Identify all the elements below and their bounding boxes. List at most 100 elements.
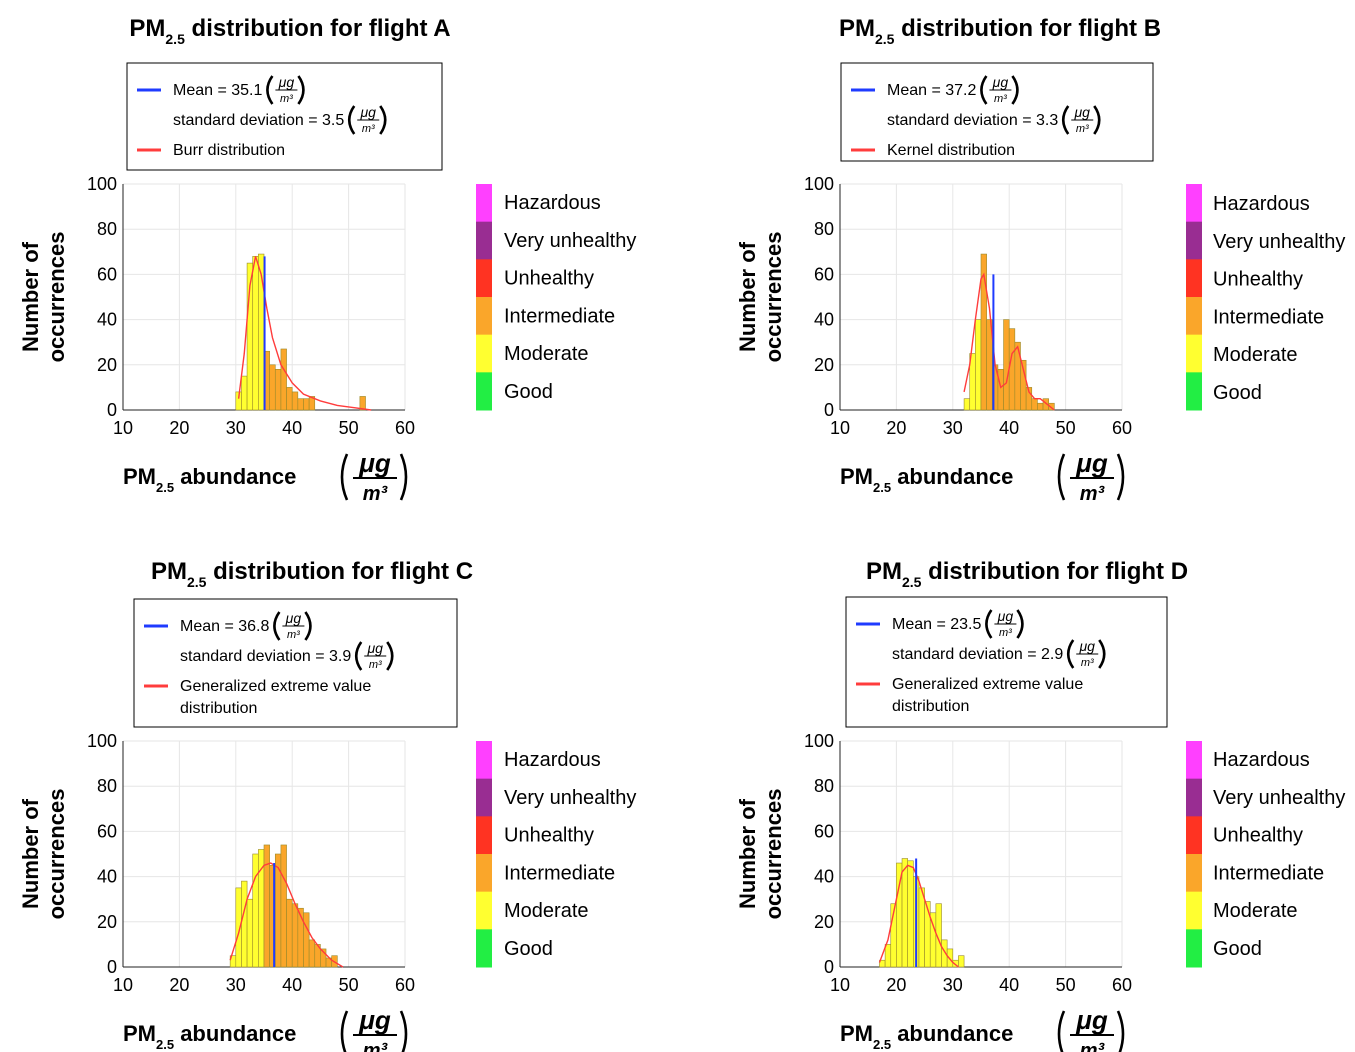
legend-sd-text: standard deviation = 3.5	[173, 112, 344, 129]
x-tick-label: 60	[1112, 418, 1132, 438]
x-tick-label: 50	[339, 975, 359, 995]
title-pm: PM	[866, 558, 902, 585]
y-tick-label: 60	[814, 264, 834, 284]
histogram-bar	[269, 364, 276, 411]
legend-fit-text: Generalized extreme value	[892, 676, 1083, 693]
title-rest: distribution for flight B	[894, 15, 1161, 42]
y-tick-label: 0	[107, 400, 117, 420]
xlabel-sub: 2.5	[156, 1037, 174, 1052]
histogram-bar	[946, 948, 954, 968]
title-pm: PM	[151, 558, 187, 585]
y-tick-label: 0	[824, 400, 834, 420]
y-axis-label-line: Number of	[735, 241, 760, 352]
chart-panel-0: PM2.5 distribution for flight A10 20 30 40 5…	[18, 15, 636, 505]
x-tick-label: 60	[1112, 975, 1132, 995]
aqi-color-segment	[476, 929, 492, 968]
histogram-bar	[935, 903, 942, 968]
aqi-label: Good	[1213, 938, 1262, 960]
aqi-label: Very unhealthy	[504, 787, 636, 809]
aqi-color-segment	[1186, 297, 1202, 336]
histogram-bar	[359, 396, 366, 411]
histogram-bar	[884, 944, 892, 968]
x-tick-label: 50	[1056, 418, 1076, 438]
xlabel-unit-num: μg	[1075, 1005, 1108, 1035]
x-tick-label: 40	[282, 975, 302, 995]
xlabel-unit-den: m³	[363, 1040, 389, 1052]
aqi-label: Moderate	[504, 900, 589, 922]
x-tick-label: 10	[113, 975, 133, 995]
xlabel-rest: abundance	[891, 1021, 1013, 1046]
histogram-bar	[1037, 402, 1044, 411]
aqi-label: Intermediate	[1213, 306, 1324, 328]
legend-mean-unit-paren-right	[297, 75, 305, 105]
histogram-bar	[252, 256, 259, 411]
aqi-label: Very unhealthy	[504, 230, 636, 252]
xlabel-pm: PM	[123, 1021, 156, 1046]
aqi-color-segment	[476, 741, 492, 780]
legend-sd-unit-den: m³	[1081, 657, 1094, 669]
y-tick-label: 100	[87, 731, 117, 751]
legend-sd-text: standard deviation = 3.9	[180, 648, 351, 665]
legend-sd-unit-num: μg	[1074, 104, 1091, 120]
aqi-label: Moderate	[504, 343, 589, 365]
legend-sd-unit-paren-right	[1098, 639, 1106, 669]
aqi-color-segment	[1186, 929, 1202, 968]
title-rest: distribution for flight C	[206, 558, 473, 585]
aqi-color-segment	[476, 854, 492, 893]
histogram-bar	[901, 858, 908, 968]
x-tick-label: 40	[999, 418, 1019, 438]
aqi-label: Unhealthy	[1213, 825, 1303, 847]
legend-mean-unit-den: m³	[999, 627, 1012, 639]
y-axis-label: Number ofoccurrences	[735, 232, 786, 363]
y-tick-label: 80	[97, 776, 117, 796]
xlabel-unit-den: m³	[363, 483, 389, 505]
x-axis-label: PM2.5 abundance	[840, 1021, 1013, 1052]
legend-sd-unit-paren-left	[347, 105, 356, 135]
x-tick-label: 10	[830, 975, 850, 995]
legend-mean-text: Mean = 23.5	[892, 616, 982, 633]
x-tick-label: 60	[395, 418, 415, 438]
aqi-color-segment	[1186, 184, 1202, 223]
aqi-color-segment	[476, 184, 492, 223]
aqi-label: Very unhealthy	[1213, 787, 1345, 809]
histogram-bar	[958, 955, 965, 968]
histogram-bar	[286, 898, 293, 968]
title-rest: distribution for flight D	[921, 558, 1188, 585]
aqi-label: Good	[1213, 382, 1262, 404]
legend-fit-text: distribution	[180, 700, 257, 717]
y-tick-label: 80	[97, 219, 117, 239]
y-tick-label: 100	[87, 174, 117, 194]
x-tick-label: 20	[169, 418, 189, 438]
histogram-bar	[246, 898, 254, 968]
title-sub: 2.5	[165, 31, 185, 47]
chart-panel-2: PM2.5 distribution for flight C10 20 30 40 5…	[18, 558, 636, 1052]
histogram-bar	[963, 398, 971, 411]
y-tick-label: 40	[814, 310, 834, 330]
title-pm: PM	[129, 15, 165, 42]
y-axis-label-line: occurrences	[761, 789, 786, 920]
y-axis-label-line: Number of	[18, 798, 43, 909]
aqi-color-segment	[476, 297, 492, 336]
y-tick-label: 40	[97, 867, 117, 887]
x-tick-label: 20	[886, 418, 906, 438]
chart-title: PM2.5 distribution for flight A	[129, 15, 450, 47]
histogram-bar	[274, 369, 282, 411]
fit-curve	[229, 862, 344, 968]
x-tick-label: 30	[943, 418, 963, 438]
y-tick-label: 60	[97, 821, 117, 841]
y-tick-label: 0	[107, 957, 117, 977]
legend-sd-unit-num: μg	[360, 104, 377, 120]
histogram-bar	[291, 391, 299, 411]
xlabel-sub: 2.5	[873, 480, 891, 495]
histogram-bar	[1003, 319, 1010, 411]
legend-sd-unit-num: μg	[367, 640, 384, 656]
histogram-bar	[280, 844, 287, 968]
aqi-color-segment	[476, 334, 492, 373]
xlabel-sub: 2.5	[873, 1037, 891, 1052]
xlabel-paren-right	[1116, 1010, 1125, 1052]
y-tick-label: 40	[814, 867, 834, 887]
histogram-bar	[308, 939, 316, 968]
chart-title: PM2.5 distribution for flight D	[866, 558, 1188, 590]
xlabel-unit-num: μg	[358, 448, 391, 478]
aqi-label: Moderate	[1213, 900, 1298, 922]
